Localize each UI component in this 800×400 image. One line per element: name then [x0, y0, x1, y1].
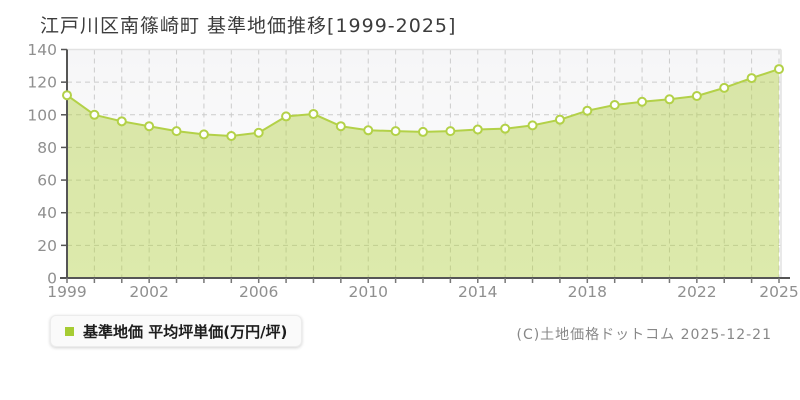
data-point[interactable]	[719, 82, 730, 93]
y-tick-label: 40	[37, 204, 57, 222]
x-tick-label: 2022	[677, 283, 716, 301]
data-point[interactable]	[89, 109, 100, 120]
data-point[interactable]	[335, 121, 346, 132]
data-point[interactable]	[554, 114, 565, 125]
data-point[interactable]	[527, 120, 538, 131]
y-tick-label: 0	[47, 270, 57, 288]
x-tick-label: 2025	[759, 283, 798, 301]
y-tick-label: 140	[27, 41, 57, 59]
legend: 基準地価 平均坪単価(万円/坪)	[50, 315, 303, 347]
data-point[interactable]	[116, 116, 127, 127]
data-point[interactable]	[171, 126, 182, 137]
data-point[interactable]	[445, 126, 456, 137]
data-point[interactable]	[609, 99, 620, 110]
data-point[interactable]	[500, 123, 511, 134]
x-tick-label: 2006	[239, 283, 278, 301]
legend-series-label: 基準地価 平均坪単価(万円/坪)	[83, 322, 288, 341]
data-point[interactable]	[774, 64, 784, 75]
y-tick-label: 120	[27, 74, 57, 92]
y-tick-label: 60	[37, 172, 57, 190]
x-tick-label: 2014	[458, 283, 497, 301]
data-point[interactable]	[418, 126, 428, 137]
chart-title: 江戸川区南篠崎町 基準地価推移[1999-2025]	[40, 15, 457, 37]
data-point[interactable]	[472, 124, 483, 135]
data-point[interactable]	[281, 111, 292, 122]
x-tick-label: 2010	[349, 283, 388, 301]
data-point[interactable]	[746, 73, 757, 84]
data-point[interactable]	[226, 131, 237, 142]
copyright-text: (C)土地価格ドットコム 2025-12-21	[516, 327, 772, 343]
data-point[interactable]	[637, 96, 648, 107]
data-point[interactable]	[691, 91, 702, 102]
data-point[interactable]	[308, 108, 319, 119]
data-point[interactable]	[198, 129, 209, 140]
y-tick-label: 100	[27, 106, 57, 124]
data-point[interactable]	[390, 126, 401, 137]
x-tick-label: 2002	[129, 283, 168, 301]
price-area-fill	[67, 69, 779, 278]
x-tick-label: 2018	[568, 283, 607, 301]
legend-series-swatch	[65, 326, 74, 336]
data-point[interactable]	[582, 105, 593, 116]
data-point[interactable]	[253, 127, 264, 138]
x-tick-label: 1999	[47, 283, 86, 301]
plot-background	[67, 49, 781, 278]
y-tick-label: 80	[37, 139, 57, 157]
data-point[interactable]	[144, 121, 155, 132]
data-point[interactable]	[363, 125, 374, 136]
y-tick-label: 20	[37, 237, 57, 255]
data-point[interactable]	[62, 90, 72, 101]
price-trend-area-chart: 0 20 40 60 80 100 120 140 1999 2002 2006 2010 2014 20…	[27, 41, 798, 301]
data-point[interactable]	[664, 94, 675, 105]
